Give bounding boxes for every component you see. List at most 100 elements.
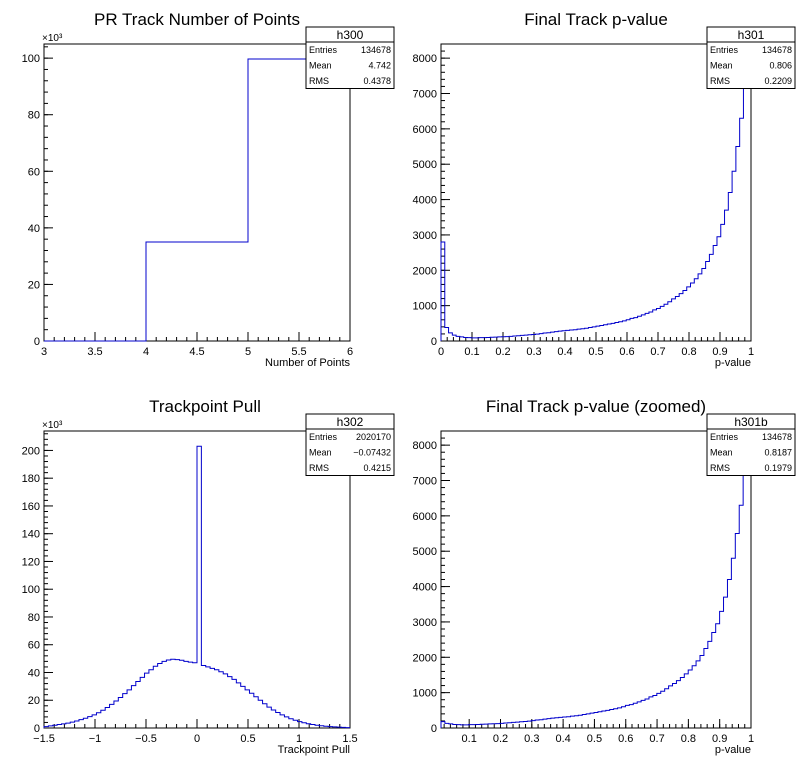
y-tick-label: 20 [28, 279, 40, 291]
stats-value: 134678 [762, 432, 792, 442]
x-axis-label: p-value [715, 744, 751, 756]
stats-box: h301 Entries 134678 Mean 0.806 RMS 0.2209 [706, 26, 796, 89]
x-tick-label: 3 [41, 346, 47, 358]
y-tick-label: 40 [28, 223, 40, 235]
stats-key: Mean [309, 448, 332, 458]
y-tick-label: 60 [28, 640, 40, 652]
y-tick-label: 1000 [413, 301, 437, 313]
x-axis-label: Trackpoint Pull [278, 744, 350, 756]
x-axis-label: p-value [715, 357, 751, 369]
x-tick-label: 0.7 [649, 733, 664, 745]
panel-title: Final Track p-value [524, 10, 668, 29]
stats-value: 0.4215 [363, 463, 391, 473]
histogram-series [440, 465, 751, 728]
stats-value: 0.1979 [764, 463, 792, 473]
y-tick-label: 180 [22, 473, 40, 485]
panel-title: Final Track p-value (zoomed) [486, 397, 706, 416]
stats-value: 134678 [762, 45, 792, 55]
x-tick-label: 1 [748, 733, 754, 745]
panel-1: PR Track Number of Points 0 20 40 60 80 100×10… [22, 10, 395, 369]
stats-value: 134678 [361, 45, 391, 55]
x-tick-label: 4.5 [189, 346, 204, 358]
y-tick-label: 8000 [413, 440, 437, 452]
stats-box-frame [305, 26, 395, 89]
stats-box-name: h301b [734, 415, 768, 429]
x-tick-label: −0.5 [135, 733, 157, 745]
stats-box-frame [305, 413, 395, 476]
plot-frame [43, 43, 351, 342]
x-tick-label: 0.6 [618, 733, 633, 745]
stats-value: 0.4378 [363, 76, 391, 86]
stats-key: Entries [710, 45, 739, 55]
stats-key: Entries [309, 45, 338, 55]
stats-value: 4.742 [368, 61, 391, 71]
y-tick-label: 7000 [413, 89, 437, 101]
x-tick-label: 0.6 [619, 346, 634, 358]
x-axis-label: Number of Points [265, 357, 350, 369]
stats-key: Entries [309, 432, 338, 442]
stats-box: h300 Entries 134678 Mean 4.742 RMS 0.4378 [305, 26, 395, 89]
x-tick-label: 0.3 [524, 733, 539, 745]
histogram-series [440, 78, 751, 341]
x-tick-label: 0.8 [681, 346, 696, 358]
x-tick-label: 1.5 [342, 733, 357, 745]
x-tick-label: 0 [194, 733, 200, 745]
y-tick-label: 5000 [413, 546, 437, 558]
x-tick-label: 0.4 [555, 733, 570, 745]
y-tick-label: 7000 [413, 476, 437, 488]
stats-value: 0.2209 [764, 76, 792, 86]
y-tick-label: 2000 [413, 652, 437, 664]
y-tick-label: 0 [34, 336, 40, 348]
stats-box-frame [706, 26, 796, 89]
y-tick-label: 1000 [413, 688, 437, 700]
y-tick-label: 0 [34, 723, 40, 735]
y-tick-label: 3000 [413, 617, 437, 629]
y-tick-label: 80 [28, 110, 40, 122]
y-tick-label: 6000 [413, 124, 437, 136]
x-tick-label: 0.5 [588, 346, 603, 358]
y-tick-label: 6000 [413, 511, 437, 523]
x-tick-label: 5 [245, 346, 251, 358]
x-tick-label: 4 [143, 346, 149, 358]
y-tick-label: 4000 [413, 195, 437, 207]
stats-key: Mean [710, 448, 733, 458]
x-tick-label: −1.5 [33, 733, 55, 745]
x-tick-label: 1 [748, 346, 754, 358]
stats-value: 0.8187 [764, 448, 792, 458]
histogram-series [43, 445, 350, 729]
x-tick-label: 0.3 [526, 346, 541, 358]
x-tick-label: 0.5 [240, 733, 255, 745]
panel-2: Final Track p-value 0 1000 2000 3000 4000 5000… [413, 10, 796, 369]
x-tick-label: 0.5 [587, 733, 602, 745]
y-tick-label: 20 [28, 695, 40, 707]
stats-box: h301b Entries 134678 Mean 0.8187 RMS 0.1979 [706, 413, 796, 476]
panel-title: PR Track Number of Points [94, 10, 300, 29]
x-tick-label: 0.8 [681, 733, 696, 745]
x-tick-label: 0.2 [493, 733, 508, 745]
stats-box: h302 Entries 2020170 Mean −0.07432 RMS 0.4215 [305, 413, 395, 476]
panel-title: Trackpoint Pull [149, 397, 261, 416]
x-tick-label: 0.4 [557, 346, 572, 358]
stats-value: −0.07432 [353, 448, 391, 458]
x-tick-label: 0.9 [712, 733, 727, 745]
stats-value: 2020170 [356, 432, 391, 442]
stats-box-name: h301 [738, 28, 765, 42]
y-tick-label: 160 [22, 501, 40, 513]
y-multiplier-label: ×10³ [42, 33, 63, 44]
y-tick-label: 8000 [413, 53, 437, 65]
y-tick-label: 120 [22, 556, 40, 568]
histogram-series [44, 58, 350, 342]
y-multiplier-label: ×10³ [42, 420, 63, 431]
plot-frame [440, 430, 752, 729]
stats-box-name: h300 [337, 28, 364, 42]
y-tick-label: 100 [22, 584, 40, 596]
x-tick-label: 0.1 [464, 346, 479, 358]
stats-key: RMS [309, 76, 329, 86]
y-tick-label: 80 [28, 612, 40, 624]
stats-key: Mean [309, 61, 332, 71]
panel-4: Final Track p-value (zoomed) 0 1000 2000 300… [413, 397, 796, 756]
stats-box-frame [706, 413, 796, 476]
y-tick-label: 3000 [413, 230, 437, 242]
x-tick-label: 6 [347, 346, 353, 358]
